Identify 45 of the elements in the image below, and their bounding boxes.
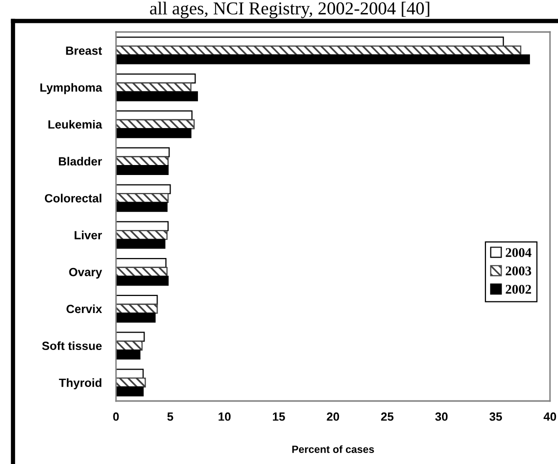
bar [116, 294, 158, 305]
chart-title: all ages, NCI Registry, 2002-2004 [40] [150, 2, 430, 18]
y-tick-label: Leukemia [48, 120, 102, 129]
y-tick-label: Lymphoma [40, 83, 102, 94]
y-tick-label: Cervix [66, 304, 102, 314]
bar [116, 45, 522, 56]
x-tick-label: 20 [326, 412, 340, 421]
y-tick-label: Liver [74, 230, 102, 240]
x-tick-label: 0 [113, 412, 119, 421]
x-tick-label: 10 [218, 412, 231, 421]
bar [116, 312, 156, 323]
bar [116, 378, 146, 388]
bar [116, 74, 196, 84]
bar [116, 36, 504, 47]
bar [116, 238, 166, 249]
x-tick-label: 35 [489, 412, 502, 421]
x-tick-label: 5 [167, 412, 174, 421]
x-tick-label: 15 [272, 412, 285, 421]
bar [116, 276, 169, 286]
x-tick-label: 40 [544, 412, 556, 421]
legend-label: 2004 [506, 248, 532, 258]
bar [116, 386, 144, 396]
bar [116, 350, 140, 360]
y-tick-label: Ovary [69, 268, 102, 279]
bar [116, 193, 169, 204]
bar [116, 128, 192, 138]
bar [116, 230, 168, 240]
bar [116, 110, 193, 120]
bar [116, 184, 171, 194]
legend-label: 2002 [506, 284, 532, 294]
bar [116, 202, 168, 212]
bar [116, 258, 166, 268]
bar [116, 54, 530, 64]
y-tick-label: Colorectal [44, 194, 102, 202]
y-tick-label: Soft tissue [42, 341, 102, 350]
x-tick-label: 30 [435, 412, 448, 421]
x-tick-label: 25 [381, 412, 394, 421]
y-tick-label: Thyroid [58, 378, 102, 390]
bar [116, 221, 169, 232]
legend-label: 2003 [506, 266, 532, 276]
x-axis-title: Percent of cases [292, 445, 374, 453]
y-tick-label: Bladder [58, 156, 102, 166]
bar [116, 165, 169, 175]
y-tick-label: Breast [66, 46, 102, 55]
bar [116, 91, 198, 102]
